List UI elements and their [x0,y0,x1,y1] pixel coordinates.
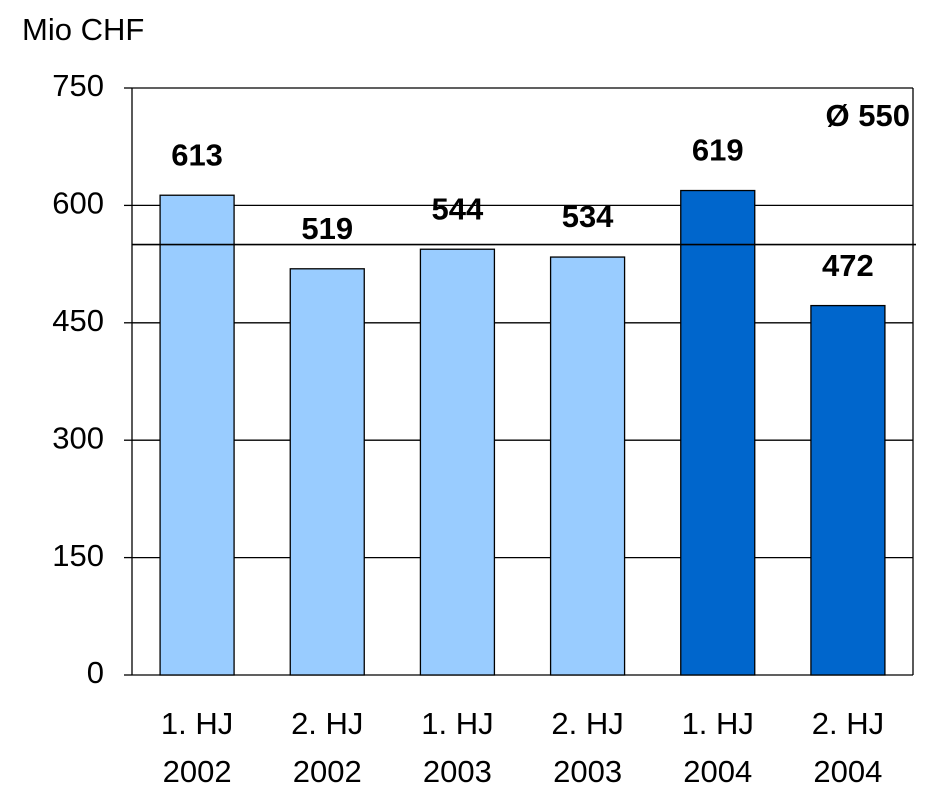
value-label: 544 [432,191,484,226]
y-tick-label: 150 [52,538,104,573]
bar [810,304,886,676]
value-label: 619 [692,133,744,168]
y-tick-label: 300 [52,420,104,455]
x-tick-label: 2. HJ 2002 [291,706,363,789]
value-label: 472 [822,248,874,283]
x-tick-line: 2003 [553,754,622,789]
x-tick-line: 1. HJ [161,706,233,741]
y-axis-label: Mio CHF [22,12,144,47]
bar [549,256,626,676]
value-label: 534 [562,199,614,234]
y-tick-label: 0 [87,655,104,690]
value-label: 519 [301,211,353,246]
x-tick-line: 2. HJ [291,706,363,741]
x-tick-label: 2. HJ 2003 [551,706,623,789]
x-tick-line: 2004 [813,754,882,789]
x-tick-label: 1. HJ 2003 [421,706,493,789]
bar [680,189,756,676]
x-tick-line: 1. HJ [682,706,754,741]
x-tick-label: 1. HJ 2002 [161,706,233,789]
value-label: 613 [171,137,223,172]
y-tick-label: 450 [52,303,104,338]
bar [159,194,235,676]
bar [289,268,365,676]
y-tick-label: 750 [52,68,104,103]
x-tick-line: 2002 [163,754,232,789]
average-label: Ø 550 [826,98,910,133]
x-tick-line: 2004 [683,754,752,789]
x-tick-label: 2. HJ 2004 [812,706,884,789]
x-tick-label: 1. HJ 2004 [682,706,754,789]
bar [419,248,496,676]
x-tick-line: 2003 [423,754,492,789]
x-tick-line: 1. HJ [421,706,493,741]
x-tick-line: 2. HJ [551,706,623,741]
x-tick-line: 2002 [293,754,362,789]
y-tick-label: 600 [52,186,104,221]
x-tick-line: 2. HJ [812,706,884,741]
